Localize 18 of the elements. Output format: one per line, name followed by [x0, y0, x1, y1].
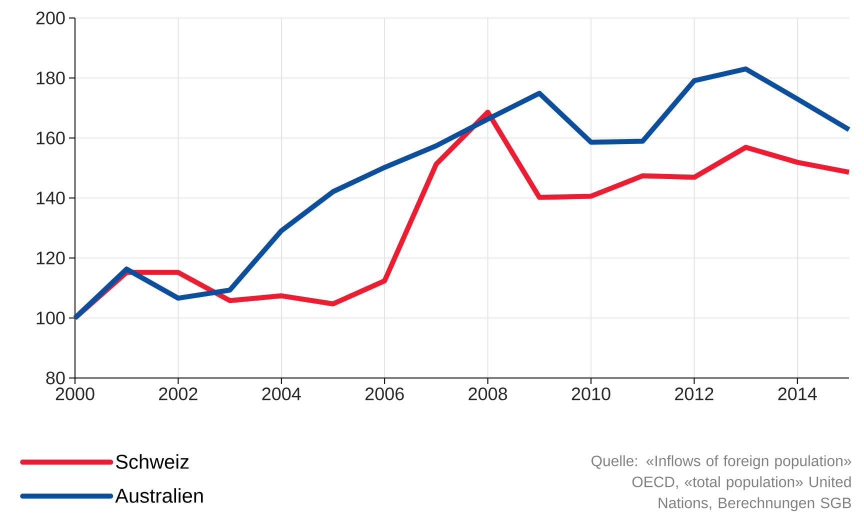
y-tick-label: 140 — [36, 192, 65, 204]
x-tick-label: 2008 — [468, 388, 508, 400]
x-tick-label: 2002 — [159, 388, 198, 400]
y-tick-label: 200 — [36, 12, 65, 24]
source-note: Quelle: «Inflows of foreign population» OECD, «total population» United Nations, Berechnungen SGB — [592, 455, 852, 512]
y-tick-label: 100 — [36, 312, 65, 324]
x-tick-label: 2000 — [56, 388, 94, 400]
y-tick-label: 160 — [36, 132, 65, 144]
y-tick-label: 80 — [46, 372, 65, 384]
x-tick-label: 2010 — [572, 388, 610, 400]
legend-label: Schweiz — [116, 454, 189, 469]
x-tick-label: 2006 — [365, 388, 404, 400]
x-tick-label: 2012 — [675, 388, 714, 400]
x-tick-label: 2014 — [778, 388, 817, 400]
y-tick-label: 120 — [36, 252, 65, 264]
x-tick-label: 2004 — [262, 388, 301, 400]
legend-label: Australien — [115, 488, 203, 503]
y-tick-label: 180 — [36, 72, 65, 84]
